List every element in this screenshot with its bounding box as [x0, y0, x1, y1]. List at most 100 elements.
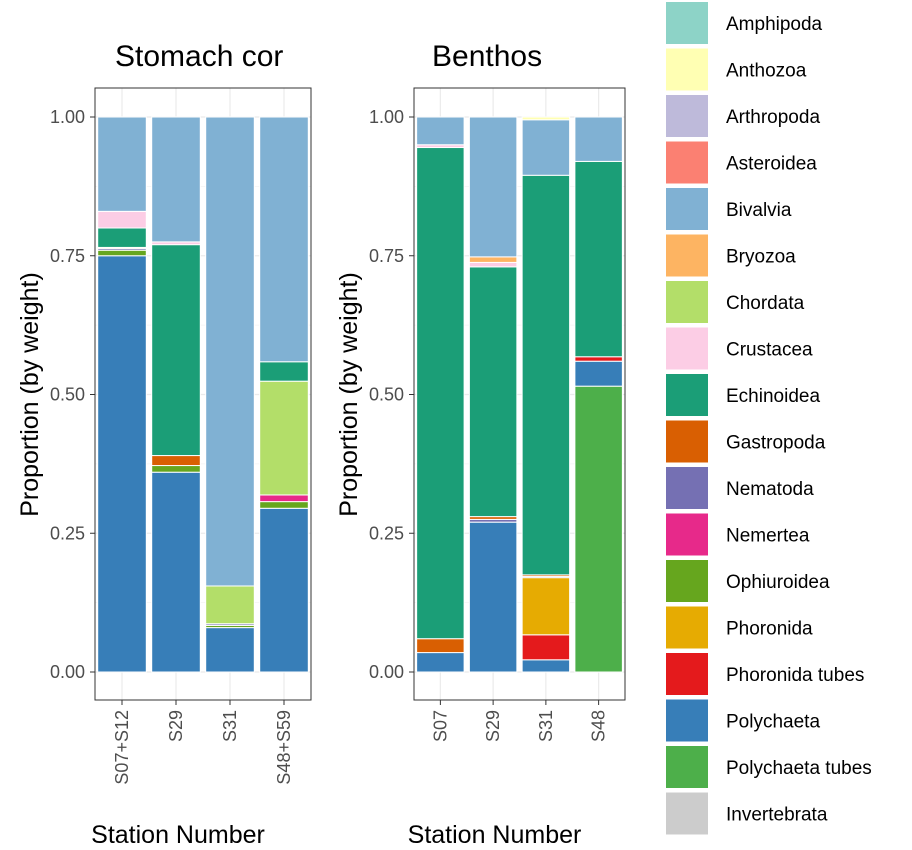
legend-swatch-amphipoda [666, 2, 708, 44]
legend-label: Arthropoda [726, 107, 820, 128]
y-tick-label: 0.75 [50, 246, 85, 266]
legend-label: Invertebrata [726, 805, 828, 826]
x-tick-label: S07+S12 [112, 710, 132, 785]
bar-segment-phoronida-tubes [574, 356, 623, 362]
legend-label: Crustacea [726, 340, 813, 361]
legend-label: Amphipoda [726, 14, 823, 35]
x-tick-label: S07 [430, 710, 450, 742]
bar-segment-polychaeta [574, 360, 623, 387]
legend-swatch-arthropoda [666, 95, 708, 137]
bar-segment-nemertea [259, 494, 309, 503]
legend-label: Ophiuroidea [726, 572, 830, 593]
y-axis-title: Proportion (by weight) [16, 272, 44, 517]
x-tick-label: S29 [483, 710, 503, 742]
bar-segment-echinoidea [416, 147, 465, 640]
stomach-contents-panel: Stomach cor 0.00 0.25 0.50 0.75 1.00 S07+S12 S2… [16, 40, 312, 849]
bar-segment-ophiuroidea [151, 465, 201, 473]
legend-label: Bivalvia [726, 200, 792, 221]
legend-label: Nemertea [726, 526, 810, 547]
bar-segment-gastropoda [151, 455, 201, 467]
benthos-panel: Benthos 0.00 0.25 0.50 0.75 1.00 S07 S29 S31 S48 S… [335, 40, 626, 849]
legend-label: Bryozoa [726, 247, 796, 268]
y-tick-label: 1.00 [369, 107, 404, 127]
bar-segment-echinoidea [521, 174, 571, 576]
x-tick-label: S29 [166, 710, 186, 742]
bar-segment-phoronida-tubes [521, 634, 571, 661]
y-tick-label: 0.25 [50, 523, 85, 543]
bar-segment-gastropoda [416, 638, 465, 654]
legend-label: Phoronida tubes [726, 665, 864, 686]
bar-segment-crustacea [97, 210, 147, 229]
y-tick-label: 0.50 [50, 385, 85, 405]
bar-segment-polychaeta [416, 652, 465, 673]
legend-label: Phoronida [726, 619, 813, 640]
x-tick-label: S31 [536, 710, 556, 742]
legend-swatch-echinoidea [666, 374, 708, 416]
bar-segment-polychaeta [521, 659, 571, 673]
legend-label: Polychaeta tubes [726, 758, 872, 779]
x-tick-label: S48+S59 [274, 710, 294, 785]
legend-label: Asteroidea [726, 154, 817, 175]
legend-swatch-phoronida-tubes [666, 653, 708, 695]
legend-label: Nematoda [726, 479, 814, 500]
legend-swatch-crustacea [666, 327, 708, 370]
bar-segment-polychaeta [97, 255, 147, 673]
bar-segment-ophiuroidea [259, 501, 309, 509]
panel-title: Benthos [432, 40, 542, 73]
bar-segment-polychaeta [259, 507, 309, 673]
bar-segment-bivalvia [521, 119, 571, 176]
y-tick-label: 0.25 [369, 523, 404, 543]
legend-swatch-anthozoa [666, 48, 708, 91]
bar-segment-crustacea [468, 261, 518, 268]
legend-swatch-ophiuroidea [666, 560, 708, 602]
legend-swatch-phoronida [666, 606, 708, 649]
legend-swatch-polychaeta [666, 699, 708, 742]
legend-swatch-invertebrata [666, 792, 708, 835]
y-tick-label: 0.00 [369, 662, 404, 682]
y-tick-label: 0.75 [369, 246, 404, 266]
x-axis-title: Station Number [408, 821, 582, 849]
legend-label: Chordata [726, 293, 805, 314]
legend-swatch-gastropoda [666, 420, 708, 463]
bar-segment-ophiuroidea [97, 249, 147, 257]
bar-segment-echinoidea [151, 244, 201, 457]
bar-segment-anthozoa [521, 116, 571, 121]
bar-segment-echinoidea [468, 266, 518, 518]
panel-title: Stomach cor [115, 40, 283, 73]
y-tick-label: 1.00 [50, 107, 85, 127]
bar-segment-bivalvia [151, 116, 201, 243]
bar-segment-chordata [205, 585, 255, 625]
bar-segment-polychaeta [468, 521, 518, 673]
bar-segment-polychaeta [151, 471, 201, 673]
bar-segment-bivalvia [468, 116, 518, 258]
legend-swatch-chordata [666, 281, 708, 323]
bar-segment-bryozoa [468, 256, 518, 263]
legend: Amphipoda Anthozoa Arthropoda Asteroidea Biv… [666, 2, 872, 835]
y-tick-label: 0.00 [50, 662, 85, 682]
legend-label: Polychaeta [726, 712, 820, 733]
bar-segment-bivalvia [259, 116, 309, 363]
legend-swatch-asteroidea [666, 141, 708, 184]
bar-segment-bivalvia [97, 116, 147, 212]
legend-label: Anthozoa [726, 61, 807, 82]
bar-segment-bivalvia [416, 116, 465, 146]
bar-segment-polychaeta-tubes [574, 385, 623, 673]
legend-swatch-polychaeta-tubes [666, 746, 708, 788]
bar-segment-echinoidea [259, 361, 309, 382]
legend-label: Echinoidea [726, 386, 820, 407]
x-axis-title: Station Number [91, 821, 265, 849]
x-tick-label: S48 [589, 710, 609, 742]
bar-segment-echinoidea [97, 227, 147, 248]
legend-swatch-nematoda [666, 467, 708, 509]
legend-swatch-nemertea [666, 513, 708, 556]
bar-segment-bivalvia [574, 116, 623, 162]
bar-segment-chordata [259, 380, 309, 496]
x-tick-label: S31 [220, 710, 240, 742]
legend-swatch-bivalvia [666, 188, 708, 230]
legend-swatch-bryozoa [666, 234, 708, 277]
y-tick-label: 0.50 [369, 385, 404, 405]
bar-segment-echinoidea [574, 160, 623, 358]
bar-segment-polychaeta [205, 627, 255, 673]
bar-segment-phoronida [521, 577, 571, 636]
